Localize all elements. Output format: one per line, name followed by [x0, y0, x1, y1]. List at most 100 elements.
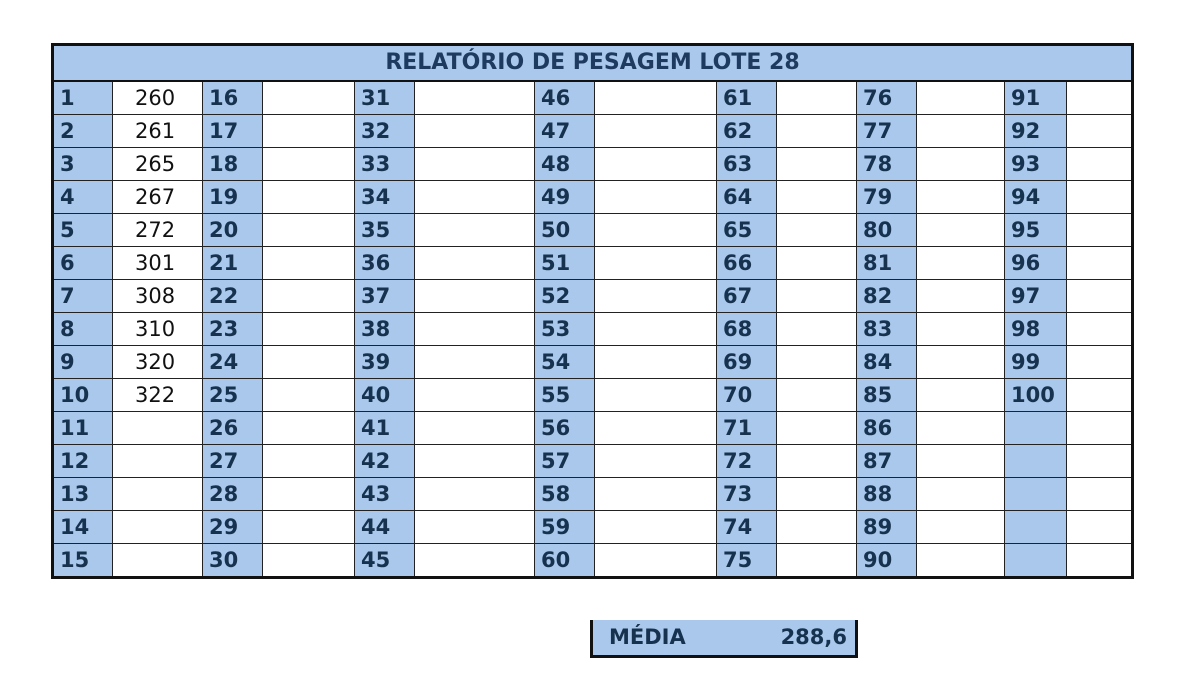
- weight-cell: [594, 509, 717, 544]
- animal-number-cell: 3: [52, 146, 113, 181]
- weight-cell: 267: [112, 179, 203, 214]
- weight-cell: [1066, 80, 1133, 115]
- weight-cell: [594, 179, 717, 214]
- weight-cell: [594, 542, 717, 578]
- animal-number-cell: 82: [856, 278, 917, 313]
- table-row: 1 260 16 31 46 61 76 91: [52, 80, 1133, 115]
- weight-cell: [262, 146, 355, 181]
- table-row: 8 310 23 38 53 68 83 98: [52, 311, 1133, 346]
- weight-cell: [414, 212, 535, 247]
- table-row: 11 26 41 56 71 86: [52, 410, 1133, 445]
- animal-number-cell: 54: [534, 344, 595, 379]
- animal-number-cell: 93: [1004, 146, 1067, 181]
- weight-cell: [776, 146, 857, 181]
- animal-number-cell: 85: [856, 377, 917, 412]
- animal-number-cell: 60: [534, 542, 595, 578]
- table-row: 13 28 43 58 73 88: [52, 476, 1133, 511]
- animal-number-cell: 57: [534, 443, 595, 478]
- animal-number-cell: 56: [534, 410, 595, 445]
- weight-cell: [776, 179, 857, 214]
- animal-number-cell: 81: [856, 245, 917, 280]
- animal-number-cell: 17: [202, 113, 263, 148]
- weight-cell: [916, 377, 1005, 412]
- animal-number-cell: 26: [202, 410, 263, 445]
- weight-cell: [414, 542, 535, 578]
- animal-number-cell: 98: [1004, 311, 1067, 346]
- animal-number-cell: 46: [534, 80, 595, 115]
- weight-cell: [262, 377, 355, 412]
- weight-cell: [594, 212, 717, 247]
- animal-number-cell: 73: [716, 476, 777, 511]
- animal-number-cell: 36: [354, 245, 415, 280]
- weight-cell: [594, 146, 717, 181]
- weight-cell: 265: [112, 146, 203, 181]
- weight-cell: [916, 311, 1005, 346]
- weight-cell: 322: [112, 377, 203, 412]
- animal-number-cell: 14: [52, 509, 113, 544]
- weight-cell: [594, 245, 717, 280]
- weight-cell: [414, 146, 535, 181]
- weight-cell: [414, 509, 535, 544]
- animal-number-cell: 97: [1004, 278, 1067, 313]
- weight-cell: [1066, 179, 1133, 214]
- animal-number-cell: 79: [856, 179, 917, 214]
- weight-cell: [112, 410, 203, 445]
- animal-number-cell: 80: [856, 212, 917, 247]
- weight-cell: [414, 410, 535, 445]
- animal-number-cell: 32: [354, 113, 415, 148]
- weight-cell: [1066, 146, 1133, 181]
- weight-cell: [1066, 509, 1133, 544]
- weight-cell: 301: [112, 245, 203, 280]
- weight-cell: [1066, 113, 1133, 148]
- animal-number-cell: 2: [52, 113, 113, 148]
- animal-number-cell: 27: [202, 443, 263, 478]
- animal-number-cell: 15: [52, 542, 113, 578]
- table-row: 5 272 20 35 50 65 80 95: [52, 212, 1133, 247]
- weight-cell: [594, 80, 717, 115]
- animal-number-cell: 41: [354, 410, 415, 445]
- weight-cell: [776, 410, 857, 445]
- weight-cell: [262, 113, 355, 148]
- animal-number-cell: 58: [534, 476, 595, 511]
- weight-cell: [776, 542, 857, 578]
- weight-cell: [594, 311, 717, 346]
- weight-cell: [262, 311, 355, 346]
- animal-number-cell: 47: [534, 113, 595, 148]
- animal-number-cell: 77: [856, 113, 917, 148]
- weight-cell: [1066, 278, 1133, 313]
- weight-cell: [262, 410, 355, 445]
- weighing-report-table: RELATÓRIO DE PESAGEM LOTE 28 1 260 16 31 46 6…: [51, 43, 1134, 579]
- animal-number-cell: 23: [202, 311, 263, 346]
- weight-cell: [262, 476, 355, 511]
- table-row: 2 261 17 32 47 62 77 92: [52, 113, 1133, 148]
- animal-number-cell: 72: [716, 443, 777, 478]
- table-row: 6 301 21 36 51 66 81 96: [52, 245, 1133, 280]
- animal-number-cell: 69: [716, 344, 777, 379]
- weight-cell: [776, 476, 857, 511]
- animal-number-cell: 11: [52, 410, 113, 445]
- animal-number-cell: 25: [202, 377, 263, 412]
- weight-cell: 260: [112, 80, 203, 115]
- animal-number-cell: 13: [52, 476, 113, 511]
- weight-cell: [414, 80, 535, 115]
- weight-cell: [776, 212, 857, 247]
- animal-number-cell: 95: [1004, 212, 1067, 247]
- weight-cell: [414, 377, 535, 412]
- weight-cell: [262, 542, 355, 578]
- animal-number-cell: 20: [202, 212, 263, 247]
- animal-number-cell: 19: [202, 179, 263, 214]
- animal-number-cell: 34: [354, 179, 415, 214]
- table-row: 10 322 25 40 55 70 85 100: [52, 377, 1133, 412]
- animal-number-cell: 44: [354, 509, 415, 544]
- weight-cell: [916, 476, 1005, 511]
- weight-cell: [776, 311, 857, 346]
- average-summary: MÉDIA 288,6: [590, 620, 858, 658]
- animal-number-cell: 12: [52, 443, 113, 478]
- animal-number-cell: 29: [202, 509, 263, 544]
- animal-number-cell: 38: [354, 311, 415, 346]
- table-row: 14 29 44 59 74 89: [52, 509, 1133, 544]
- weight-cell: [776, 278, 857, 313]
- weight-cell: 310: [112, 311, 203, 346]
- animal-number-cell: 9: [52, 344, 113, 379]
- animal-number-cell: 1: [52, 80, 113, 115]
